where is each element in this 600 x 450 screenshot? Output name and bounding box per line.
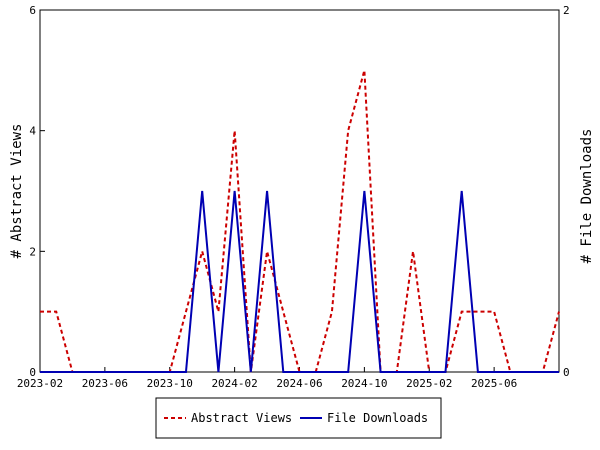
y2-tick-label-2: 2 <box>563 4 570 17</box>
x-axis-ticks: 2023-02 2023-06 2023-10 2024-02 2024-06 2024-… <box>17 367 517 390</box>
legend-label-file-downloads: File Downloads <box>327 411 428 425</box>
y-tick-label-4: 4 <box>29 125 36 138</box>
y-tick-label-6: 6 <box>29 4 36 17</box>
legend-box <box>155 397 442 439</box>
y-tick-label-2: 2 <box>29 245 36 258</box>
legend: Abstract Views File Downloads <box>155 397 442 439</box>
legend-label-abstract-views: Abstract Views <box>191 411 292 425</box>
x-tick-label-2023-06: 2023-06 <box>82 377 128 390</box>
y2-tick-label-0: 0 <box>563 366 570 379</box>
x-tick-label-2024-10: 2024-10 <box>341 377 387 390</box>
series-line-file-downloads <box>40 190 559 373</box>
x-tick-label-2025-02: 2025-02 <box>406 377 452 390</box>
x-tick-label-2025-06: 2025-06 <box>471 377 517 390</box>
x-tick-label-2023-10: 2023-10 <box>147 377 193 390</box>
x-tick-label-2024-06: 2024-06 <box>276 377 322 390</box>
y2-axis-title: # File Downloads <box>579 129 595 264</box>
y-axis-title: # Abstract Views <box>9 124 25 259</box>
x-tick-label-2023-02: 2023-02 <box>17 377 63 390</box>
series-layer <box>40 70 560 373</box>
y-tick-label-0: 0 <box>29 366 36 379</box>
plot-area <box>39 9 560 373</box>
x-tick-label-2024-02: 2024-02 <box>211 377 257 390</box>
